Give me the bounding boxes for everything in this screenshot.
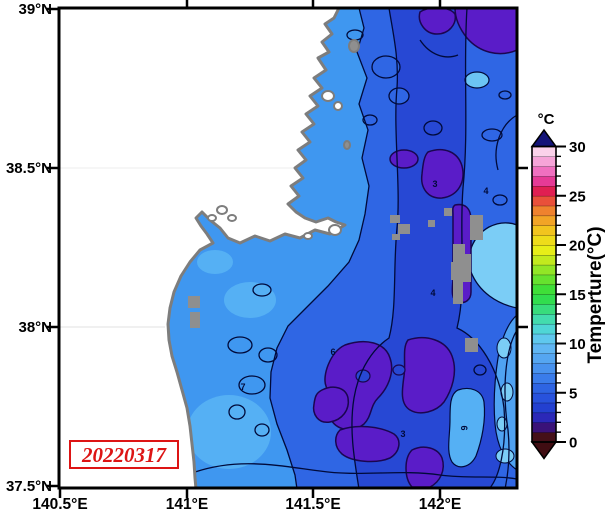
x-tick-label-141-5e: 141.5°E [285, 496, 340, 513]
colorbar-ticks [556, 145, 566, 443]
colorbar-segment [531, 323, 557, 335]
plot-frame [57, 6, 519, 490]
colorbar-segment [531, 353, 557, 364]
colorbar-tick-label: 0 [569, 435, 577, 452]
contour-label: 3 [432, 179, 437, 189]
sea-patch [371, 55, 401, 79]
colorbar-tick-label: 5 [569, 385, 577, 402]
contour-label: 6 [330, 347, 335, 357]
sea-patch [392, 364, 406, 376]
colorbar-segments [531, 146, 557, 443]
x-tick-label-140-5e: 140.5°E [32, 496, 87, 513]
colorbar-segment [531, 254, 557, 266]
y-tick-label-39n: 39°N [18, 1, 52, 18]
colorbar-segment [531, 313, 557, 325]
axis-ticks [46, 0, 528, 498]
colorbar-segment [531, 333, 557, 345]
y-tick-label-38n: 38°N [18, 319, 52, 336]
map-plot: 3 4 4 6 7 6 3 [59, 8, 517, 488]
sea-bay-lighter [187, 395, 271, 469]
colorbar-segment [531, 165, 557, 177]
colorbar-segment [531, 234, 557, 246]
colorbar-segment [531, 284, 557, 295]
contour-lines [194, 8, 517, 488]
colorbar-segment [531, 185, 557, 197]
sea-warm-cyan [495, 448, 515, 464]
y-tick-label-38-5n: 38.5°N [6, 160, 52, 177]
colorbar-segment [531, 382, 557, 394]
x-tick-label-141e: 141°E [166, 496, 208, 513]
sea-warm-cyan [496, 416, 508, 432]
contour-label: 3 [400, 429, 405, 439]
colorbar-segment [531, 422, 557, 433]
colorbar-segment [531, 244, 557, 256]
colorbar-under-arrow [530, 441, 558, 460]
colorbar-segment [531, 195, 557, 207]
colorbar-segment [531, 215, 557, 226]
colorbar-units-label: °C [538, 111, 555, 128]
x-tick-label-142e: 142°E [419, 496, 461, 513]
colorbar-axis-label: Temperture(°C) [585, 226, 606, 363]
sea-patch-light [448, 387, 486, 468]
land-mass [59, 8, 347, 488]
contour-label: 4 [430, 288, 435, 298]
contour-label: 6 [459, 425, 469, 430]
colorbar-segment [531, 205, 557, 217]
colorbar-tick-label: 20 [569, 238, 586, 255]
colorbar-segment [531, 362, 557, 374]
sea-warm-cyan [464, 71, 490, 89]
colorbar-segment [531, 146, 557, 157]
colorbar-segment [531, 392, 557, 404]
colorbar-segment [531, 225, 557, 236]
colorbar-segment [531, 343, 557, 354]
colorbar-segment [531, 156, 557, 167]
colorbar-segment [531, 372, 557, 384]
sea-patch [388, 87, 410, 105]
colorbar-segment [531, 303, 557, 315]
date-stamp: 20220317 [69, 440, 179, 469]
colorbar-segment [531, 274, 557, 286]
colorbar: °C 0 5 10 15 20 25 30 Temperture(°C) [530, 111, 606, 460]
islands [207, 39, 360, 240]
colorbar-segment [531, 402, 557, 414]
colorbar-segment [531, 431, 557, 443]
colorbar-segment [531, 412, 557, 423]
colorbar-over-arrow [530, 128, 558, 148]
cold-purple-patches [312, 8, 517, 488]
sea-bay-lighter [224, 282, 276, 318]
colorbar-tick-label: 25 [569, 188, 586, 205]
sea-warm-cyan [496, 337, 512, 359]
contour-label: 4 [483, 186, 488, 196]
sea-bay-lighter [197, 250, 233, 274]
colorbar-segment [531, 175, 557, 187]
colorbar-tick-label: 15 [569, 287, 586, 304]
colorbar-segment [531, 264, 557, 276]
colorbar-segment [531, 294, 557, 305]
date-stamp-text: 20220317 [81, 443, 168, 467]
colorbar-tick-label: 10 [569, 336, 586, 353]
colorbar-tick-labels: 0 5 10 15 20 25 30 [569, 139, 586, 452]
date-stamp-box [69, 440, 179, 469]
colorbar-tick-label: 30 [569, 139, 586, 156]
axis-labels: 39°N 38.5°N 38°N 37.5°N 140.5°E 141°E 14… [6, 1, 461, 513]
y-tick-label-37-5n: 37.5°N [6, 478, 52, 495]
contour-labels: 3 4 4 6 7 6 3 [240, 179, 488, 439]
contour-label: 7 [240, 382, 245, 392]
